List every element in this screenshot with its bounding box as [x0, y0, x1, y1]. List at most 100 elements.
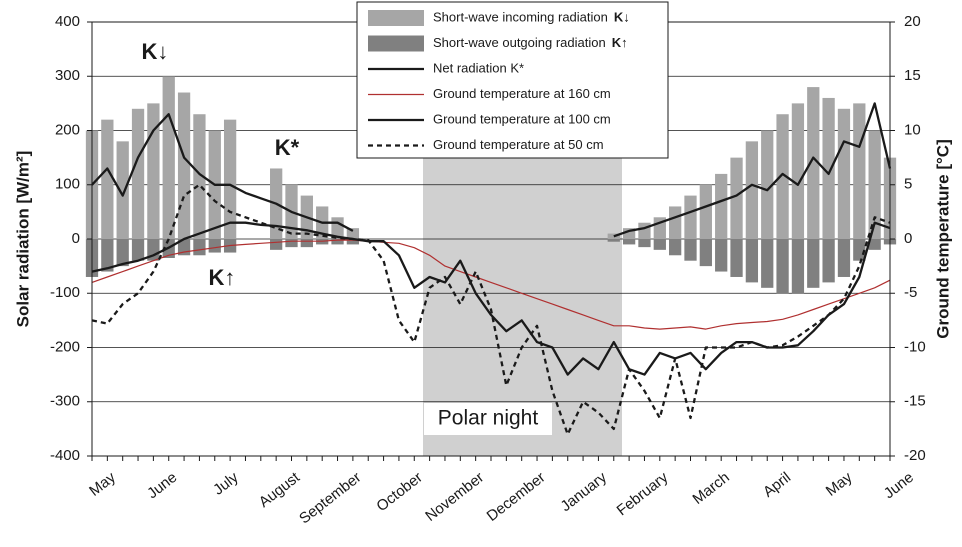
bar [638, 222, 651, 239]
x-tick-label: August [256, 468, 304, 511]
bar [837, 239, 851, 277]
legend-symbol: K↑ [612, 35, 628, 50]
bar [730, 239, 743, 277]
bar [131, 239, 145, 261]
bar [699, 184, 712, 239]
y-tick-label: 0 [72, 230, 80, 247]
bar [684, 239, 697, 261]
polar-night-label: Polar night [438, 407, 539, 430]
y-tick-label: 200 [55, 121, 80, 138]
y2-axis-title: Ground temperature [°C] [933, 139, 952, 338]
legend-label: Ground temperature at 100 cm [433, 111, 611, 126]
bar [346, 228, 360, 239]
y-tick-label: -200 [50, 338, 80, 355]
annotation: K↓ [142, 39, 169, 64]
x-tick-label: May [86, 469, 119, 500]
y2-tick-label: 0 [904, 230, 912, 247]
x-tick-label: May [823, 469, 856, 500]
bar [607, 239, 620, 242]
bar [684, 195, 697, 239]
legend-swatch [368, 35, 424, 52]
annotation: K↑ [209, 265, 236, 290]
x-tick-label: November [422, 469, 487, 525]
y-tick-label: 300 [55, 67, 80, 84]
bar [116, 239, 129, 267]
x-tick-label: March [689, 469, 732, 508]
x-tick-label: October [373, 469, 426, 515]
bar [822, 97, 835, 239]
bar [177, 92, 191, 240]
y-tick-label: -100 [50, 284, 80, 301]
bar [653, 239, 666, 250]
bar [791, 239, 805, 294]
bar [715, 173, 728, 239]
legend-label: Ground temperature at 160 cm [433, 86, 611, 101]
line [91, 183, 891, 436]
x-tick-label: September [296, 469, 364, 528]
y-tick-label: 100 [55, 176, 80, 193]
bar [791, 103, 805, 239]
bar [285, 239, 298, 248]
y2-tick-label: -15 [904, 393, 926, 410]
bar [807, 87, 820, 239]
bar [607, 233, 620, 239]
y2-tick-label: -20 [904, 447, 926, 464]
bar [270, 239, 283, 250]
bar [208, 239, 221, 253]
bar [162, 76, 175, 239]
y-tick-label: -400 [50, 447, 80, 464]
bar [776, 114, 789, 239]
bar [193, 114, 206, 239]
y-axis-title: Solar radiation [W/m²] [13, 151, 32, 328]
legend-box [356, 1, 669, 159]
bar [101, 119, 114, 239]
bar [807, 239, 820, 288]
y2-tick-label: -5 [904, 284, 917, 301]
x-tick-label: December [484, 469, 549, 525]
legend-symbol: K↓ [614, 9, 630, 24]
bar [761, 239, 774, 288]
legend-label: Ground temperature at 50 cm [433, 137, 604, 152]
polar-night-box [424, 403, 552, 435]
bar [853, 103, 866, 239]
y2-tick-label: 10 [904, 121, 921, 138]
bar [730, 157, 743, 239]
bar [346, 239, 360, 245]
x-tick-label: June [881, 469, 917, 502]
bar [131, 108, 145, 239]
y-tick-label: -300 [50, 393, 80, 410]
bar [868, 130, 881, 239]
legend-swatch [368, 10, 424, 26]
bar [622, 239, 636, 245]
bar [715, 239, 728, 272]
bar [837, 108, 851, 239]
annotation: K* [275, 135, 300, 160]
bar [101, 239, 114, 272]
bar [638, 239, 651, 248]
bar [822, 239, 835, 283]
bar [868, 239, 881, 250]
legend-label: Short-wave outgoing radiation [433, 35, 606, 50]
bar [853, 239, 866, 261]
bar [669, 206, 682, 239]
marks [85, 76, 897, 436]
line [91, 102, 892, 238]
bar [622, 228, 636, 239]
legend-label: Net radiation K* [433, 60, 524, 75]
y2-tick-label: -10 [904, 338, 926, 355]
bar [331, 239, 344, 245]
x-tick-label: April [760, 469, 794, 501]
x-tick-label: January [557, 469, 610, 516]
bar [776, 239, 789, 294]
y-tick-label: 400 [55, 13, 80, 30]
legend-label: Short-wave incoming radiation [433, 9, 608, 24]
bar [745, 141, 759, 239]
bar [669, 239, 682, 256]
line [91, 239, 891, 330]
bar [761, 130, 774, 239]
legend: Short-wave incoming radiation K↓ Short-wav… [356, 1, 669, 159]
x-tick-label: February [614, 469, 672, 520]
y2-tick-label: 15 [904, 67, 921, 84]
bar [116, 141, 129, 239]
